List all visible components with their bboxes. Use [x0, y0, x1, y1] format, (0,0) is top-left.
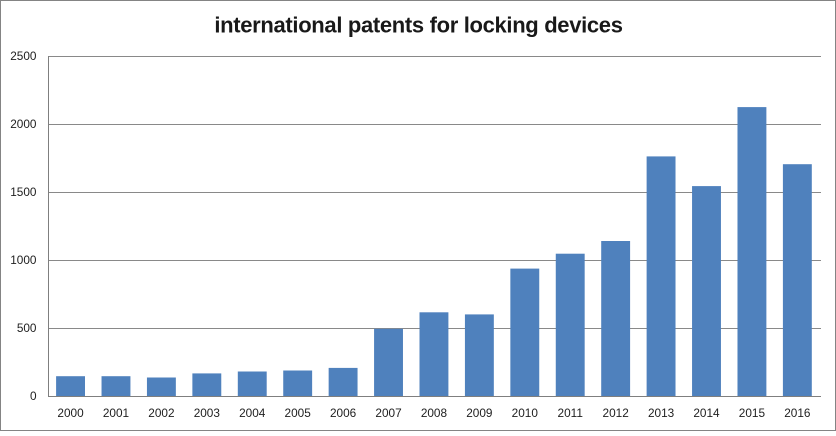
svg-text:2000: 2000	[10, 117, 37, 131]
svg-text:2011: 2011	[558, 406, 583, 420]
svg-text:1500: 1500	[10, 185, 37, 199]
svg-text:2009: 2009	[466, 406, 492, 420]
svg-text:2006: 2006	[330, 406, 357, 420]
svg-text:2015: 2015	[739, 406, 766, 420]
svg-text:2008: 2008	[421, 406, 448, 420]
svg-text:1000: 1000	[10, 253, 37, 267]
svg-text:2010: 2010	[512, 406, 539, 420]
svg-text:500: 500	[17, 321, 37, 335]
svg-text:2013: 2013	[648, 406, 675, 420]
svg-text:2014: 2014	[693, 406, 720, 420]
svg-text:2012: 2012	[603, 406, 629, 420]
svg-text:0: 0	[30, 389, 37, 403]
svg-text:2004: 2004	[239, 406, 266, 420]
svg-text:2001: 2001	[103, 406, 129, 420]
svg-text:2500: 2500	[10, 49, 37, 63]
svg-text:2002: 2002	[148, 406, 174, 420]
svg-text:2005: 2005	[285, 406, 312, 420]
svg-text:2007: 2007	[375, 406, 401, 420]
svg-text:2003: 2003	[194, 406, 221, 420]
svg-text:2000: 2000	[57, 406, 84, 420]
svg-text:international patents for lock: international patents for locking device…	[214, 13, 622, 38]
svg-text:2016: 2016	[784, 406, 811, 420]
